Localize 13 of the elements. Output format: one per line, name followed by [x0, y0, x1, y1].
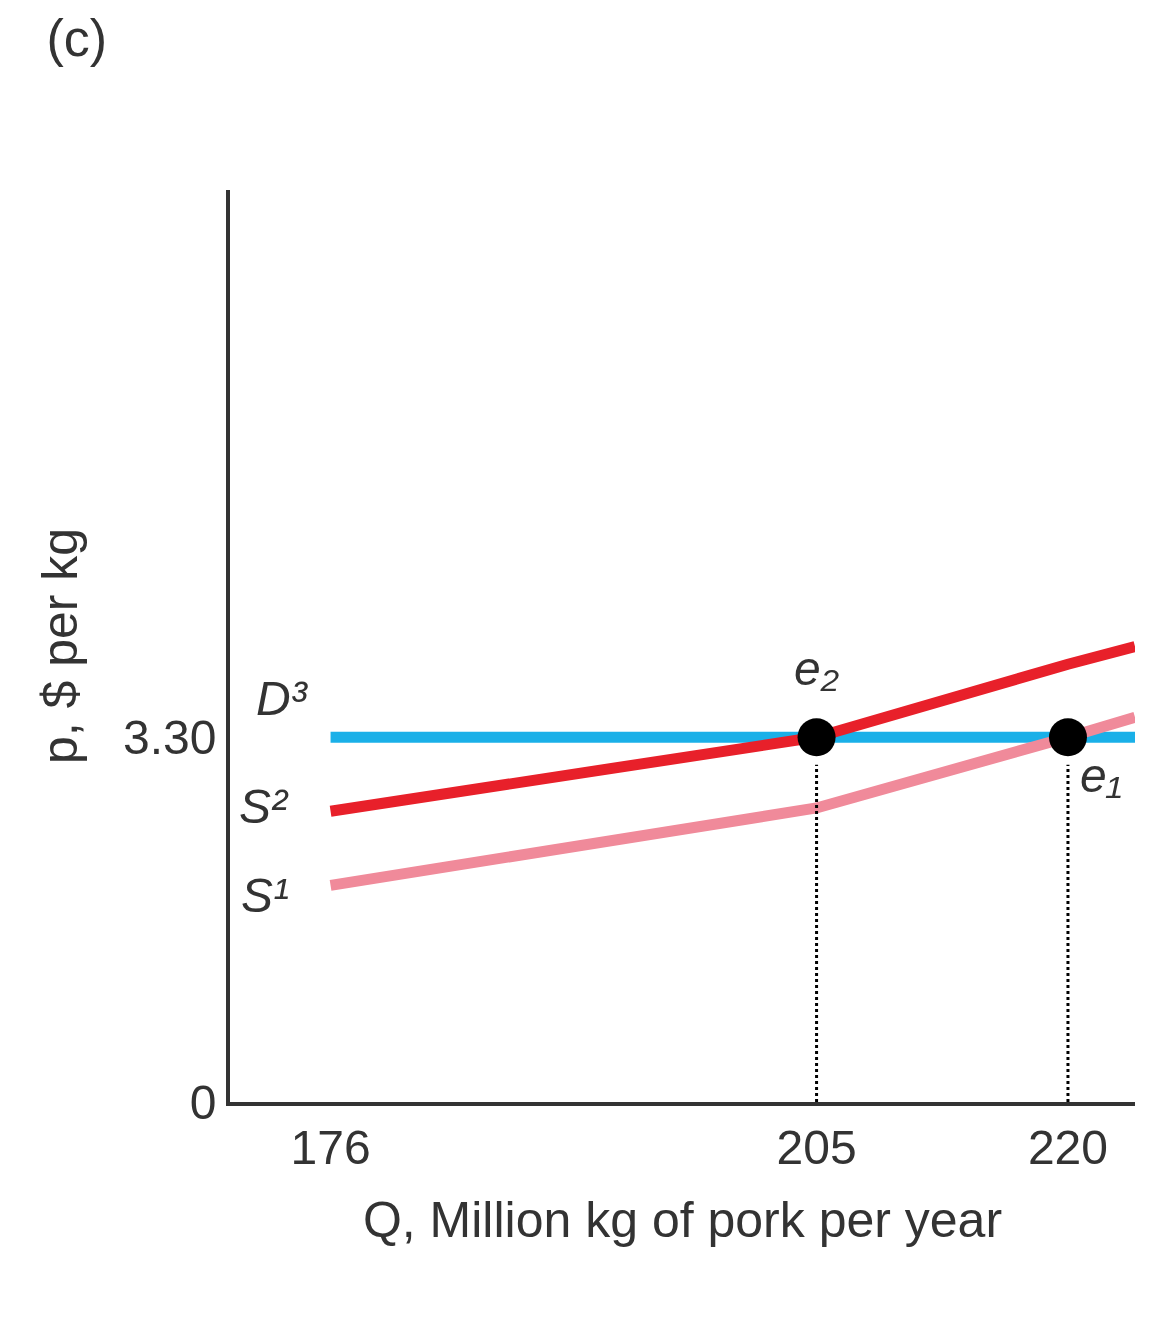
x-axis-title: Q, Million kg of pork per year: [362, 1191, 1003, 1248]
annotation: e₁: [1080, 749, 1122, 802]
chart-title: (c): [46, 9, 108, 68]
y-tick-label: 0: [189, 1075, 217, 1129]
annotation: e₂: [794, 642, 839, 695]
annotation: D³: [256, 672, 309, 725]
annotation: S¹: [241, 869, 289, 922]
annotation: S²: [239, 780, 290, 833]
x-tick-label: 220: [1027, 1120, 1109, 1174]
x-tick-label: 205: [776, 1120, 857, 1174]
y-axis-title: p, $ per kg: [32, 527, 89, 765]
x-tick-label: 176: [290, 1120, 371, 1174]
y-tick-label: 3.30: [122, 711, 217, 764]
